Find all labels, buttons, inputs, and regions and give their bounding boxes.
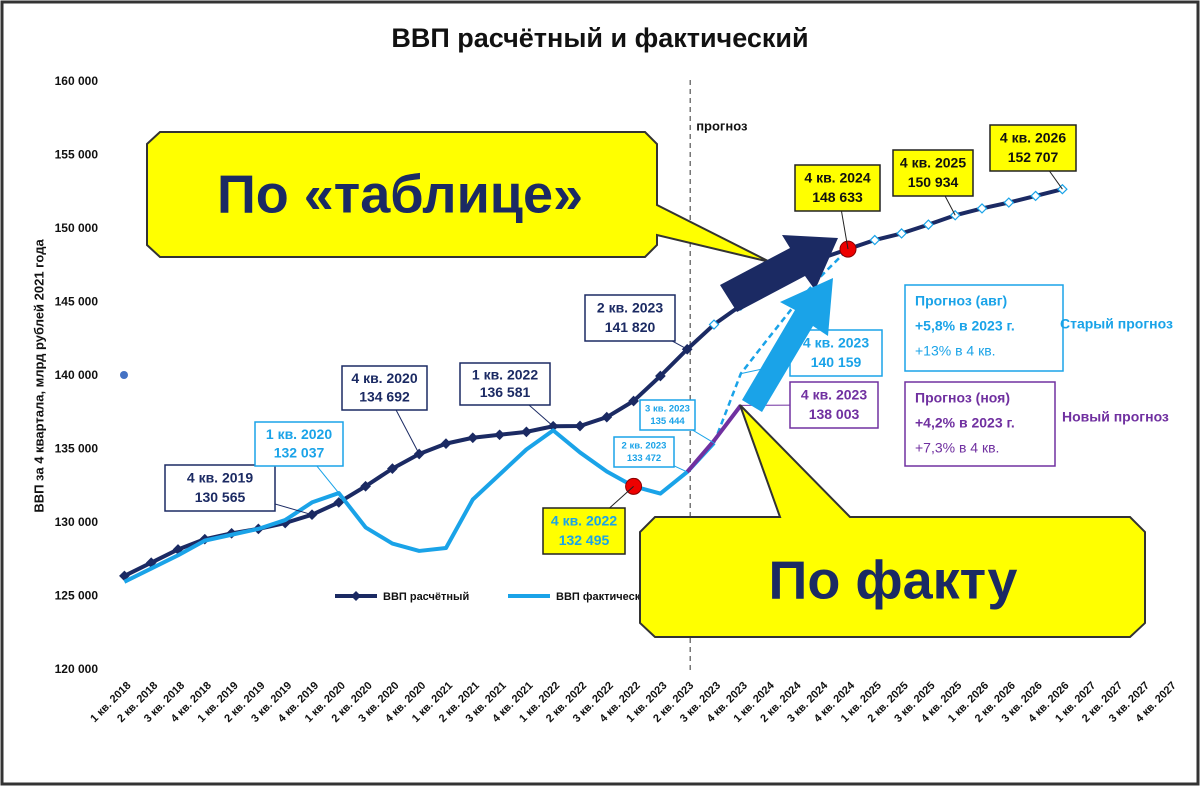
y-tick-label: 140 000 [55, 368, 99, 382]
data-label: 136 581 [480, 384, 531, 400]
y-tick-label: 145 000 [55, 295, 99, 309]
data-label: 132 037 [274, 444, 325, 460]
note-line: Прогноз (ноя) [915, 390, 1010, 406]
note-line: +4,2% в 2023 г. [915, 415, 1015, 431]
y-tick-label: 150 000 [55, 221, 99, 235]
callout-category: 4 кв. 2022 [551, 513, 617, 529]
stray-marker [120, 371, 128, 379]
callout-category: 4 кв. 2026 [1000, 130, 1066, 146]
callout-category: 3 кв. 2023 [645, 404, 690, 415]
data-label: 133 472 [627, 453, 661, 464]
series-name: Новый прогноз [1062, 409, 1169, 425]
note-line: +13% в 4 кв. [915, 343, 996, 359]
data-label: 138 003 [809, 406, 860, 422]
data-label: 135 444 [650, 416, 685, 427]
y-tick-label: 130 000 [55, 515, 99, 529]
data-label: 130 565 [195, 489, 246, 505]
callout-category: 2 кв. 2023 [622, 441, 667, 452]
y-tick-label: 155 000 [55, 148, 99, 162]
data-label: 148 633 [812, 189, 863, 205]
callout-category: 4 кв. 2023 [803, 335, 869, 351]
data-label: 140 159 [811, 354, 862, 370]
highlight-point [840, 241, 856, 257]
callout-category: 1 кв. 2020 [266, 426, 332, 442]
callout-category: 1 кв. 2022 [472, 366, 538, 382]
data-label: 132 495 [559, 532, 610, 548]
y-tick-label: 135 000 [55, 442, 99, 456]
y-axis-label: ВВП за 4 квартала, млрд рублей 2021 года [31, 239, 46, 513]
callout-category: 4 кв. 2023 [801, 387, 867, 403]
chart-title: ВВП расчётный и фактический [391, 23, 808, 53]
y-tick-label: 120 000 [55, 662, 99, 676]
legend-label: ВВП расчётный [383, 591, 469, 603]
overlay-text: По факту [769, 550, 1018, 610]
data-label: 134 692 [359, 388, 410, 404]
forecast-label: прогноз [696, 118, 748, 133]
callout-category: 4 кв. 2024 [804, 170, 870, 186]
data-label: 141 820 [605, 319, 656, 335]
overlay-text: По «таблице» [217, 164, 583, 224]
note-line: Прогноз (авг) [915, 293, 1007, 309]
note-line: +7,3% в 4 кв. [915, 440, 999, 456]
callout-category: 4 кв. 2025 [900, 155, 966, 171]
data-label: 150 934 [908, 174, 959, 190]
y-tick-label: 125 000 [55, 589, 99, 603]
series-name: Старый прогноз [1060, 316, 1173, 332]
callout-category: 4 кв. 2019 [187, 470, 253, 486]
callout-category: 4 кв. 2020 [351, 370, 417, 386]
data-label: 152 707 [1008, 149, 1059, 165]
callout-category: 2 кв. 2023 [597, 300, 663, 316]
note-line: +5,8% в 2023 г. [915, 318, 1015, 334]
y-tick-label: 160 000 [55, 74, 99, 88]
